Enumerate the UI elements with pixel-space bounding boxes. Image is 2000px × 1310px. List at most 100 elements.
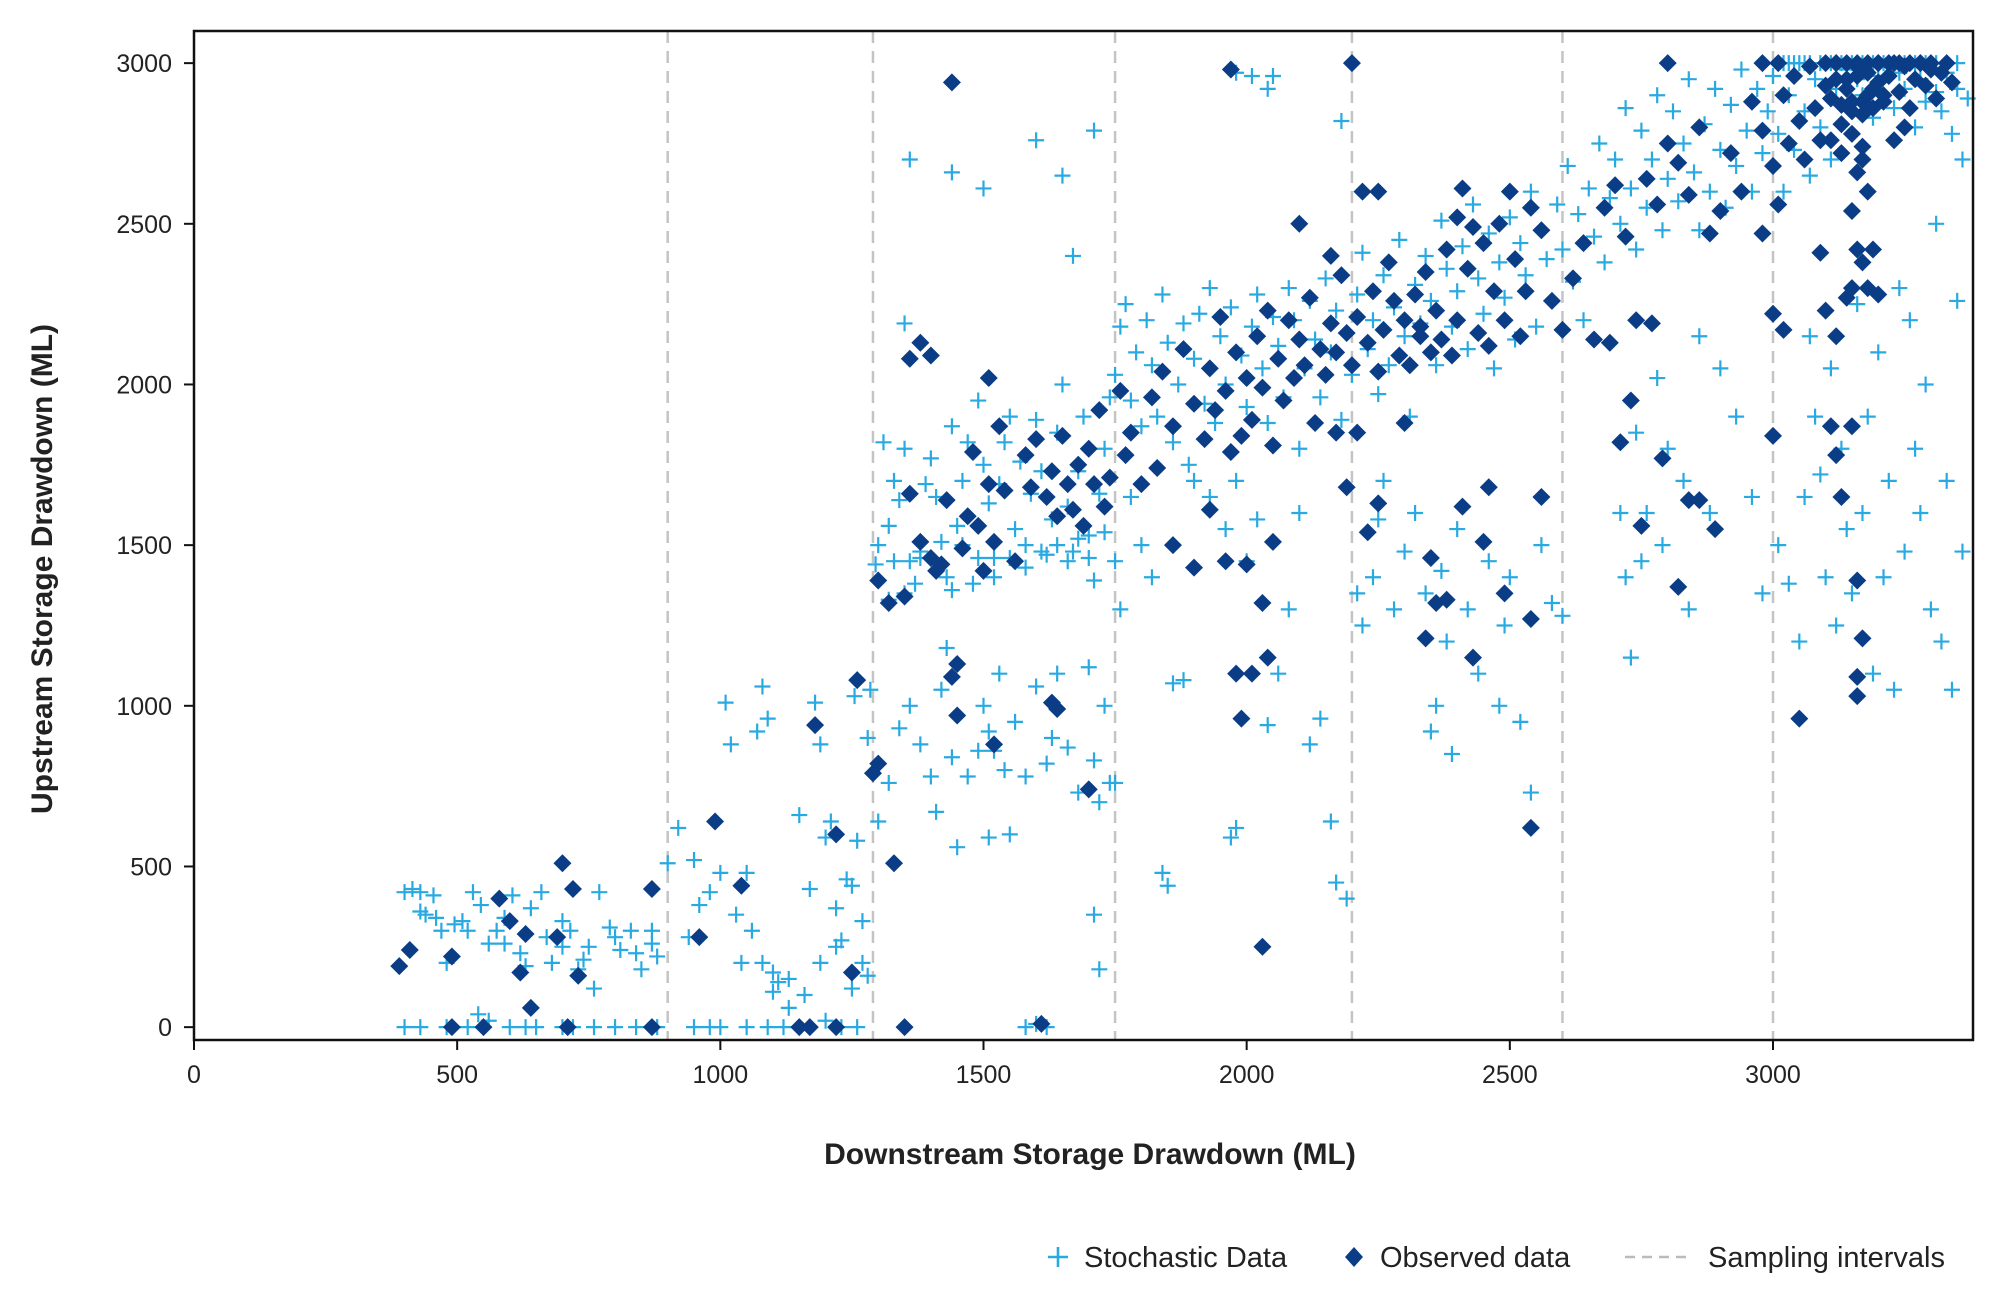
stochastic-point: [712, 864, 729, 881]
stochastic-point: [1659, 440, 1676, 457]
observed-point: [1700, 224, 1719, 243]
stochastic-point: [1159, 334, 1176, 351]
stochastic-point: [1433, 562, 1450, 579]
observed-point: [1911, 54, 1930, 73]
stochastic-point: [901, 697, 918, 714]
observed-point: [1453, 497, 1472, 516]
stochastic-point: [1612, 505, 1629, 522]
stochastic-point: [854, 954, 871, 971]
stochastic-point: [612, 942, 629, 959]
stochastic-point: [1438, 260, 1455, 277]
stochastic-point: [1112, 601, 1129, 618]
stochastic-point: [1933, 103, 1950, 120]
observed-point: [1785, 66, 1804, 85]
stochastic-point: [1649, 87, 1666, 104]
stochastic-point: [817, 1012, 834, 1029]
observed-point: [1253, 937, 1272, 956]
observed-point: [1795, 150, 1814, 169]
observed-point: [1637, 169, 1656, 188]
stochastic-point: [1422, 723, 1439, 740]
observed-point: [1048, 700, 1067, 719]
stochastic-point: [480, 935, 497, 952]
stochastic-point: [764, 983, 781, 1000]
observed-point: [1827, 70, 1846, 89]
stochastic-point: [1675, 135, 1692, 152]
stochastic-point: [1659, 170, 1676, 187]
observed-point: [1232, 709, 1251, 728]
observed-point: [1200, 359, 1219, 378]
stochastic-point: [1491, 697, 1508, 714]
stochastic-point: [975, 456, 992, 473]
observed-point: [1816, 301, 1835, 320]
stochastic-point: [1096, 697, 1113, 714]
stochastic-point: [1117, 296, 1134, 313]
stochastic-point: [1686, 164, 1703, 181]
y-tick-label: 2500: [116, 211, 172, 239]
observed-point: [1806, 99, 1825, 118]
stochastic-point: [459, 922, 476, 939]
stochastic-point: [1938, 472, 1955, 489]
stochastic-point: [780, 970, 797, 987]
stochastic-point: [754, 954, 771, 971]
observed-point: [942, 667, 961, 686]
stochastic-point: [943, 582, 960, 599]
stochastic-point: [1554, 241, 1571, 258]
stochastic-point: [996, 762, 1013, 779]
stochastic-point: [1775, 183, 1792, 200]
stochastic-point: [733, 954, 750, 971]
stochastic-point: [1312, 710, 1329, 727]
stochastic-point: [870, 813, 887, 830]
observed-point: [911, 532, 930, 551]
observed-point: [921, 346, 940, 365]
y-tick-label: 500: [130, 853, 172, 881]
stochastic-point: [1254, 360, 1271, 377]
stochastic-point: [1164, 434, 1181, 451]
observed-point: [1848, 240, 1867, 259]
stochastic-point: [1612, 215, 1629, 232]
stochastic-point: [812, 954, 829, 971]
stochastic-point: [1754, 145, 1771, 162]
observed-point: [1921, 54, 1940, 73]
observed-point: [1648, 195, 1667, 214]
observed-point: [1348, 307, 1367, 326]
observed-point: [1448, 311, 1467, 330]
stochastic-point: [1896, 543, 1913, 560]
observed-point: [1669, 153, 1688, 172]
stochastic-point: [859, 729, 876, 746]
stochastic-point: [1728, 408, 1745, 425]
stochastic-point: [528, 1019, 545, 1036]
observed-point: [1869, 54, 1888, 73]
observed-point: [1574, 234, 1593, 253]
stochastic-point: [1054, 167, 1071, 184]
stochastic-point: [1091, 794, 1108, 811]
x-tick-label: 2000: [1219, 1061, 1275, 1089]
stochastic-point: [1617, 100, 1634, 117]
stochastic-point: [1028, 411, 1045, 428]
observed-point: [1079, 439, 1098, 458]
stochastic-point: [470, 1006, 487, 1023]
stochastic-point: [1622, 180, 1639, 197]
observed-point: [1790, 709, 1809, 728]
observed-point: [1679, 491, 1698, 510]
stochastic-point: [980, 495, 997, 512]
stochastic-point: [1601, 190, 1618, 207]
stochastic-point: [1017, 768, 1034, 785]
observed-point: [1453, 179, 1472, 198]
stochastic-point: [1617, 569, 1634, 586]
stochastic-point: [743, 922, 760, 939]
stochastic-point: [959, 434, 976, 451]
stochastic-point: [670, 819, 687, 836]
observed-point: [953, 539, 972, 558]
stochastic-point: [649, 948, 666, 965]
stochastic-point: [980, 829, 997, 846]
stochastic-point: [1928, 215, 1945, 232]
observed-point: [1900, 99, 1919, 118]
stochastic-point: [1186, 350, 1203, 367]
stochastic-point: [712, 1019, 729, 1036]
stochastic-point: [1943, 125, 1960, 142]
stochastic-point: [1633, 553, 1650, 570]
stochastic-point: [1886, 681, 1903, 698]
stochastic-point: [749, 723, 766, 740]
observed-point: [516, 924, 535, 943]
y-tick-label: 2000: [116, 371, 172, 399]
